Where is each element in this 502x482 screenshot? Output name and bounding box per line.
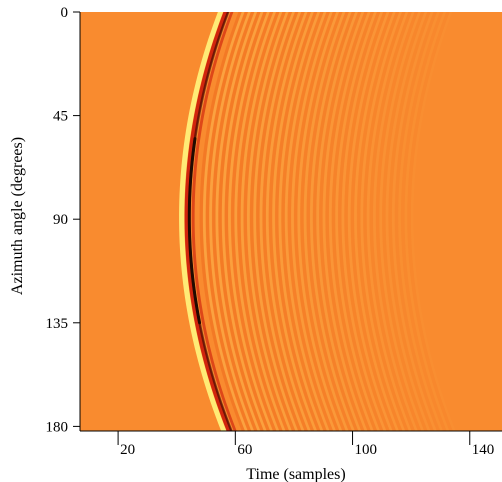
wave-stripe-dark [268, 12, 315, 431]
y-tick-label: 135 [46, 316, 69, 332]
y-axis-label: Azimuth angle (degrees) [9, 137, 26, 295]
wave-stripe-dark [243, 12, 289, 431]
wavefront-red-trailing [191, 12, 237, 431]
wave-stripe-dark [294, 12, 340, 431]
wave-stripe-light [316, 12, 362, 431]
heatmap-plot-area [80, 12, 502, 431]
wave-stripe-light [215, 12, 261, 431]
wave-stripe-light [259, 12, 305, 431]
wave-stripe-dark [357, 12, 403, 431]
wave-stripe-light [398, 12, 443, 431]
wave-stripe-dark [401, 12, 447, 431]
wave-stripe-dark [325, 12, 371, 431]
wave-stripe-light [360, 12, 406, 431]
wave-stripe-dark [231, 12, 277, 431]
x-tick-label: 100 [355, 442, 378, 458]
wave-stripe-dark [237, 12, 283, 431]
wave-stripe-dark [281, 12, 327, 431]
wave-stripe-light [347, 12, 393, 431]
wavefront-yellow-edge [179, 12, 227, 431]
wave-stripe-light [404, 12, 450, 431]
wave-stripe-light [328, 12, 374, 431]
wave-stripe-dark [375, 12, 422, 431]
wave-stripe-light [297, 12, 343, 431]
wavefront-peak-ridge [187, 137, 202, 325]
x-axis-label: Time (samples) [246, 466, 345, 482]
wave-stripe-light [221, 12, 267, 431]
wave-stripe-light [228, 12, 273, 431]
wave-stripe-dark [363, 12, 409, 431]
wave-stripe-dark [344, 12, 390, 431]
wave-stripe-dark [306, 12, 352, 431]
wave-stripe-light [410, 12, 456, 431]
wave-stripe-dark [382, 12, 428, 431]
wave-stripe-dark [300, 12, 346, 431]
wave-stripe-light [272, 12, 317, 431]
wave-stripe-dark [262, 12, 308, 431]
wave-stripe-dark [312, 12, 359, 431]
wave-stripe-dark [218, 12, 264, 431]
wave-stripe-dark [205, 12, 252, 431]
wavefront-red-band [184, 12, 232, 431]
wave-stripe-light [234, 12, 280, 431]
axes: 0 45 90 135 180 20 60 100 140 Azimuth angle (de… [9, 5, 502, 482]
heatmap-wave-field [179, 12, 456, 431]
wave-stripe-dark [199, 12, 245, 431]
wave-stripe-dark [287, 12, 334, 431]
y-tick-label: 90 [53, 212, 68, 228]
wave-stripe-dark [369, 12, 415, 431]
y-tick-label: 0 [61, 5, 69, 21]
y-ticks: 0 45 90 135 180 [46, 5, 80, 435]
wave-stripe-light [202, 12, 248, 431]
wave-stripe-light [265, 12, 311, 431]
wave-stripe-light [379, 12, 425, 431]
x-tick-label: 60 [237, 442, 252, 458]
wave-stripe-dark [338, 12, 384, 431]
wave-stripe-light [354, 12, 399, 431]
wave-stripe-dark [407, 12, 453, 431]
wave-stripe-light [278, 12, 324, 431]
wave-stripe-dark [350, 12, 397, 431]
wave-stripe-light [366, 12, 412, 431]
wave-stripe-dark [224, 12, 271, 431]
wave-stripe-light [322, 12, 368, 431]
y-tick-label: 180 [46, 419, 69, 435]
wave-stripe-dark [331, 12, 378, 431]
wave-stripe-light [291, 12, 336, 431]
y-tick-label: 45 [53, 109, 68, 125]
wave-stripe-light [335, 12, 380, 431]
wave-stripe-dark [319, 12, 365, 431]
wave-stripe-light [240, 12, 286, 431]
wavefront-dark-core [187, 12, 233, 431]
wave-stripe-light [341, 12, 387, 431]
wave-stripe-light [247, 12, 292, 431]
wave-stripe-light [303, 12, 349, 431]
wave-stripe-light [209, 12, 254, 431]
heatmap-background [80, 12, 502, 431]
x-tick-label: 140 [472, 442, 495, 458]
x-tick-label: 20 [120, 442, 135, 458]
wave-stripe-dark [249, 12, 296, 431]
wave-stripe-dark [388, 12, 434, 431]
wave-stripe-light [385, 12, 431, 431]
x-ticks: 20 60 100 140 [117, 431, 495, 458]
wave-stripe-dark [275, 12, 321, 431]
wave-stripe-dark [394, 12, 441, 431]
wave-stripe-dark [212, 12, 258, 431]
wave-stripe-light [253, 12, 299, 431]
wave-stripe-light [373, 12, 418, 431]
wave-stripe-light [284, 12, 330, 431]
wave-stripe-light [391, 12, 437, 431]
wave-stripe-dark [256, 12, 302, 431]
wave-stripe-light [310, 12, 355, 431]
